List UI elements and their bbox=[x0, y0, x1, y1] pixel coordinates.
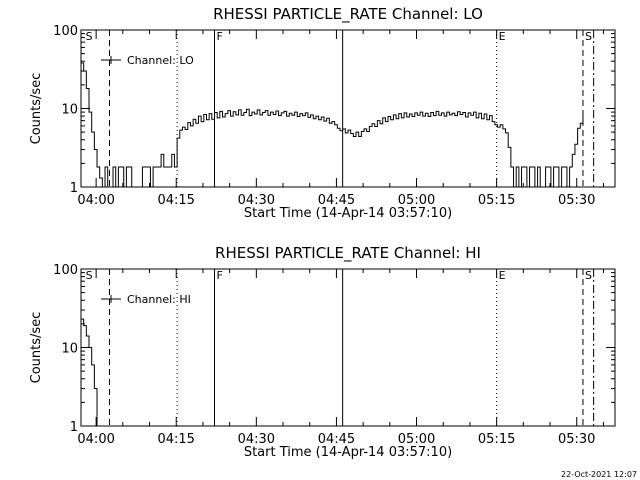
x-tick-label: 05:00 bbox=[398, 193, 435, 208]
x-tick-label: 04:45 bbox=[318, 193, 355, 208]
chart-title: RHESSI PARTICLE_RATE Channel: HI bbox=[215, 244, 481, 263]
series-line bbox=[81, 318, 98, 426]
x-tick-label: 05:00 bbox=[398, 432, 435, 447]
event-marker-label: S bbox=[86, 30, 93, 43]
chart-panel-1: RHESSI PARTICLE_RATE Channel: LO 1 10 100 04… bbox=[29, 5, 616, 221]
event-marker-label: F bbox=[217, 30, 223, 43]
event-marker-label: S bbox=[86, 269, 93, 282]
x-tick-label: 05:30 bbox=[558, 193, 595, 208]
legend-entry: Channel: LO bbox=[127, 54, 194, 67]
x-tick-label: 05:15 bbox=[478, 432, 515, 447]
x-tick-label: 05:15 bbox=[478, 193, 515, 208]
x-tick-label: 04:45 bbox=[318, 432, 355, 447]
chart-title: RHESSI PARTICLE_RATE Channel: LO bbox=[213, 5, 483, 24]
chart-panel-2: RHESSI PARTICLE_RATE Channel: HI 1 10 100 04… bbox=[29, 244, 616, 460]
series-line bbox=[81, 62, 584, 188]
event-marker-label: S bbox=[585, 30, 592, 43]
y-tick-label: 1 bbox=[70, 181, 78, 196]
event-marker-label: E bbox=[499, 269, 506, 282]
event-marker-label: F bbox=[217, 269, 223, 282]
x-tick-label: 04:30 bbox=[238, 193, 275, 208]
event-marker-label: E bbox=[499, 30, 506, 43]
x-tick-label: 04:30 bbox=[238, 432, 275, 447]
y-axis-label: Counts/sec bbox=[29, 73, 44, 145]
y-tick-label: 10 bbox=[61, 342, 78, 357]
event-marker-label: S bbox=[585, 269, 592, 282]
y-axis-label: Counts/sec bbox=[29, 312, 44, 384]
y-tick-label: 100 bbox=[53, 263, 78, 278]
y-tick-label: 1 bbox=[70, 420, 78, 435]
x-tick-label: 04:00 bbox=[77, 193, 114, 208]
footer-date: 22-Oct-2021 12:07 bbox=[561, 470, 637, 479]
y-tick-label: 100 bbox=[53, 24, 78, 39]
y-tick-label: 10 bbox=[61, 103, 78, 118]
x-axis-label: Start Time (14-Apr-14 03:57:10) bbox=[244, 206, 452, 221]
x-tick-label: 04:15 bbox=[157, 432, 194, 447]
x-axis-label: Start Time (14-Apr-14 03:57:10) bbox=[244, 445, 452, 460]
x-tick-label: 04:15 bbox=[157, 193, 194, 208]
x-tick-label: 04:00 bbox=[77, 432, 114, 447]
legend-entry: Channel: HI bbox=[127, 293, 191, 306]
x-tick-label: 05:30 bbox=[558, 432, 595, 447]
